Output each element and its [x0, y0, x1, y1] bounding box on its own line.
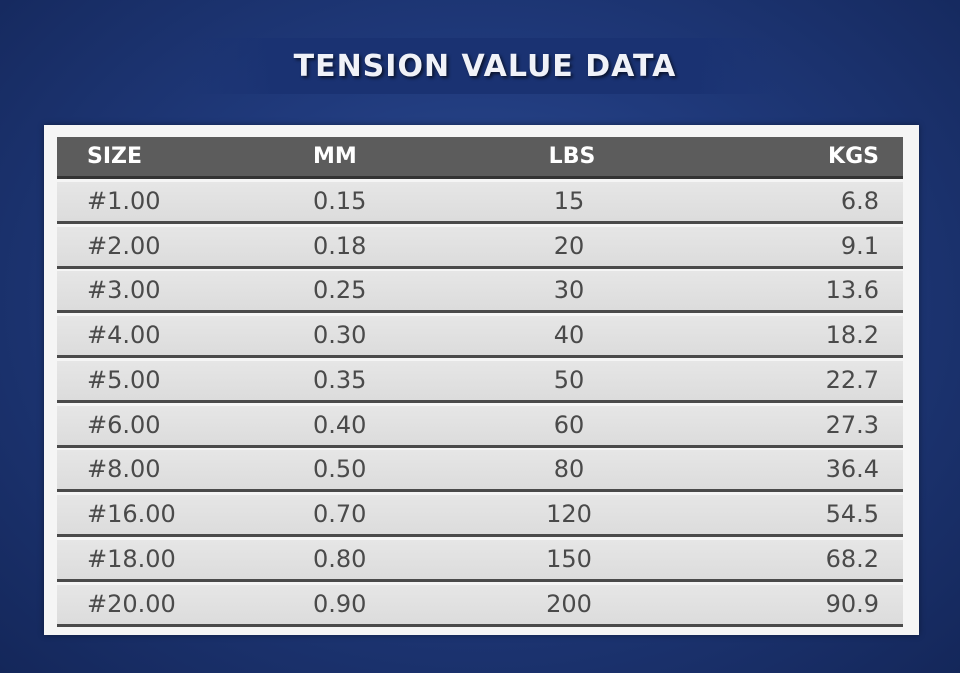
- table-row: #8.00 0.50 80 36.4: [57, 450, 903, 493]
- cell-kgs: 9.1: [840, 231, 879, 260]
- cell-mm: 0.15: [313, 186, 367, 215]
- title-band: TENSION VALUE DATA: [190, 38, 780, 94]
- cell-kgs: 6.8: [840, 186, 879, 215]
- cell-lbs: 15: [553, 186, 585, 215]
- cell-kgs: 36.4: [825, 455, 879, 484]
- cell-lbs: 20: [553, 231, 585, 260]
- cell-size: #4.00: [87, 321, 161, 349]
- table-row: #1.00 0.15 15 6.8: [57, 181, 903, 224]
- table-body: #1.00 0.15 15 6.8 #2.00 0.18 20 9.1 #3.00 0.25 30 1…: [57, 181, 903, 627]
- cell-mm: 0.18: [313, 231, 367, 260]
- header-mm: MM: [313, 144, 357, 169]
- cell-size: #5.00: [87, 365, 161, 394]
- header-kgs: KGS: [828, 144, 879, 169]
- table-row: #4.00 0.30 40 18.2: [57, 316, 903, 358]
- cell-lbs: 50: [553, 365, 585, 394]
- cell-kgs: 27.3: [825, 410, 879, 439]
- table-row: #2.00 0.18 20 9.1: [57, 226, 903, 269]
- cell-size: #16.00: [87, 500, 176, 528]
- page-title: TENSION VALUE DATA: [293, 48, 677, 84]
- cell-size: #3.00: [87, 276, 161, 305]
- table-row: #3.00 0.25 30 13.6: [57, 271, 903, 314]
- cell-size: #8.00: [87, 455, 161, 484]
- cell-lbs: 80: [553, 455, 585, 484]
- cell-mm: 0.40: [313, 410, 367, 439]
- table-panel: SIZE MM LBS KGS #1.00 0.15 15 6.8 #2.00 0.18 2…: [44, 125, 919, 635]
- cell-size: #6.00: [87, 410, 161, 439]
- cell-kgs: 54.5: [825, 500, 879, 528]
- cell-mm: 0.35: [313, 365, 367, 394]
- table-row: #6.00 0.40 60 27.3: [57, 405, 903, 448]
- cell-mm: 0.90: [313, 589, 367, 618]
- cell-kgs: 90.9: [825, 589, 879, 618]
- cell-lbs: 40: [553, 321, 585, 349]
- cell-lbs: 120: [546, 500, 592, 528]
- cell-kgs: 22.7: [825, 365, 879, 394]
- cell-kgs: 68.2: [825, 544, 879, 573]
- cell-lbs: 60: [553, 410, 585, 439]
- table-row: #18.00 0.80 150 68.2: [57, 539, 903, 582]
- cell-kgs: 18.2: [825, 321, 879, 349]
- header-size: SIZE: [87, 144, 143, 169]
- table-header-row: SIZE MM LBS KGS: [57, 137, 903, 179]
- cell-mm: 0.30: [313, 321, 367, 349]
- cell-size: #20.00: [87, 589, 176, 618]
- tension-table: SIZE MM LBS KGS #1.00 0.15 15 6.8 #2.00 0.18 2…: [57, 137, 903, 629]
- cell-lbs: 30: [553, 276, 585, 305]
- cell-mm: 0.25: [313, 276, 367, 305]
- header-lbs: LBS: [548, 144, 596, 169]
- cell-kgs: 13.6: [825, 276, 879, 305]
- cell-mm: 0.70: [313, 500, 367, 528]
- cell-size: #1.00: [87, 186, 161, 215]
- table-row: #5.00 0.35 50 22.7: [57, 360, 903, 403]
- cell-lbs: 200: [546, 589, 592, 618]
- table-row: #20.00 0.90 200 90.9: [57, 584, 903, 627]
- cell-mm: 0.50: [313, 455, 367, 484]
- table-row: #16.00 0.70 120 54.5: [57, 495, 903, 537]
- cell-mm: 0.80: [313, 544, 367, 573]
- cell-lbs: 150: [546, 544, 592, 573]
- cell-size: #18.00: [87, 544, 176, 573]
- cell-size: #2.00: [87, 231, 161, 260]
